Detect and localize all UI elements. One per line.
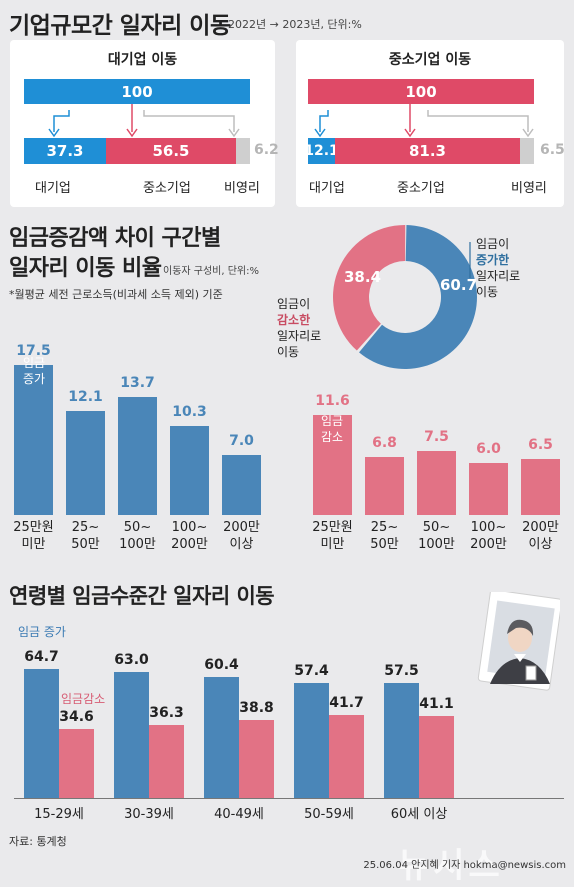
wage-decrease-category-0: 25만원 미만 [312,520,353,552]
legend-decrease: 임금감소 [61,692,106,706]
age-bar-decrease-3 [329,714,364,798]
wage-increase-category-0: 25만원 미만 [13,520,54,552]
flow-seg-large-sme: 56.5 [106,138,236,164]
donut-slice-increase [359,225,477,369]
flow-label-sme-2: 중소기업 [397,181,445,196]
age-value-increase-0: 64.7 [24,648,59,665]
age-category-4: 60세 이상 [390,807,448,822]
wage-increase-category-1: 25~ 50만 [71,520,100,552]
age-bar-decrease-4 [419,715,454,798]
flow-seg-sme-large: 12.1 [304,138,339,164]
donut-value-increase: 60.7 [440,276,478,294]
age-value-decrease-1: 36.3 [149,705,184,722]
page-title: 기업규모간 일자리 이동 [9,13,231,39]
age-value-increase-4: 57.5 [384,663,419,679]
wage-decrease-bar-0 [313,415,352,515]
age-bar-increase-0 [24,668,59,798]
wage-unit: 이동자 구성비, 단위:% [163,266,260,277]
flow-total-bar-sme: 100 [308,79,534,104]
wage-title-line2: 일자리 이동 비율 [9,256,162,281]
wage-decrease-value-3: 6.0 [476,441,501,458]
wage-increase-bar-4 [222,454,261,515]
wage-decrease-category-2: 50~ 100만 [418,520,455,552]
flow-seg-sme-sme: 81.3 [335,138,520,164]
wage-decrease-bar-3 [469,463,508,515]
legend-increase: 임금 증가 [18,625,66,639]
age-value-decrease-0: 34.6 [59,708,94,725]
wage-decrease-category-3: 100~ 200만 [470,520,507,552]
flow-seg-large-nonprofit-value: 6.2 [254,142,279,158]
flow-seg-large-nonprofit [236,138,250,164]
age-value-decrease-4: 41.1 [419,695,454,712]
age-value-increase-2: 60.4 [204,657,239,674]
age-bar-increase-1 [114,672,149,798]
flow-label-sme-1: 대기업 [309,181,345,196]
wage-decrease-value-2: 7.5 [424,428,449,445]
source: 자료: 통계청 [9,835,67,848]
age-value-decrease-2: 38.8 [239,700,274,717]
flow-label-large-3: 비영리 [224,181,260,196]
wage-donut-chart [333,225,477,369]
age-bar-decrease-2 [239,720,274,798]
wage-increase-category-4: 200만 이상 [223,520,260,552]
flow-label-large-1: 대기업 [35,181,71,196]
donut-leader-right [469,242,471,278]
wage-note: *월평균 세전 근로소득(비과세 소득 제외) 기준 [9,288,223,301]
age-category-1: 30-39세 [124,807,174,822]
flow-arrows-sme [314,104,534,138]
donut-slice-decrease [333,225,406,351]
wage-decrease-category-1: 25~ 50만 [370,520,399,552]
flow-card-sme [296,40,564,207]
wage-decrease-category-4: 200만 이상 [522,520,559,552]
wage-decrease-bar-2 [417,450,456,515]
worker-illustration [477,592,560,691]
age-bar-decrease-1 [149,725,184,798]
wage-decrease-value-4: 6.5 [528,437,553,454]
wage-increase-category-2: 50~ 100만 [119,520,156,552]
age-bar-increase-3 [294,683,329,798]
wage-increase-value-1: 12.1 [68,388,103,405]
increase-tag: 임금 증가 [22,356,46,386]
age-axis-line [14,798,564,799]
wage-increase-bar-0 [14,364,53,515]
age-value-increase-3: 57.4 [294,663,329,680]
wage-decrease-value-1: 6.8 [372,434,397,451]
donut-label-decrease: 임금이 감소한 일자리로 이동 [277,297,322,359]
decrease-tag: 임금 감소 [320,414,344,444]
flow-title-sme: 중소기업 이동 [388,52,472,68]
age-bar-increase-2 [204,677,239,798]
flow-label-sme-3: 비영리 [511,181,547,196]
age-value-decrease-3: 41.7 [329,694,364,711]
age-category-0: 15-29세 [34,807,84,822]
wage-increase-bar-2 [118,397,157,515]
age-bar-decrease-0 [59,728,94,798]
age-bar-increase-4 [384,683,419,798]
wage-decrease-value-0: 11.6 [315,393,350,410]
age-value-increase-1: 63.0 [114,652,149,668]
wage-title-line1: 임금증감액 차이 구간별 [9,226,221,251]
wage-increase-category-3: 100~ 200만 [171,520,208,552]
age-category-2: 40-49세 [214,807,264,822]
wage-increase-value-0: 17.5 [16,342,51,359]
wage-increase-value-4: 7.0 [229,432,254,449]
wage-increase-bar-1 [66,410,105,515]
wage-increase-bar-3 [170,426,209,515]
donut-value-decrease: 38.4 [344,268,382,286]
period-unit: 2022년 → 2023년, 단위:% [228,18,362,31]
age-title: 연령별 임금수준간 일자리 이동 [9,584,275,608]
flow-title-large: 대기업 이동 [107,52,178,68]
wage-increase-value-2: 13.7 [120,375,155,392]
flow-label-large-2: 중소기업 [143,181,191,196]
wage-increase-value-3: 10.3 [172,404,207,421]
donut-label-increase: 임금이 증가한 일자리로 이동 [476,237,521,299]
flow-total-bar-large: 100 [24,79,250,104]
wage-decrease-bar-1 [365,456,404,515]
flow-seg-sme-nonprofit-value: 6.5 [540,142,565,158]
credit: 25.06.04 안지혜 기자 hokma@newsis.com [363,860,566,871]
wage-decrease-bar-4 [521,459,560,515]
age-category-3: 50-59세 [304,807,354,822]
flow-seg-large-large: 37.3 [24,138,106,164]
flow-seg-sme-nonprofit [520,138,534,164]
flow-arrows-large [48,104,240,138]
